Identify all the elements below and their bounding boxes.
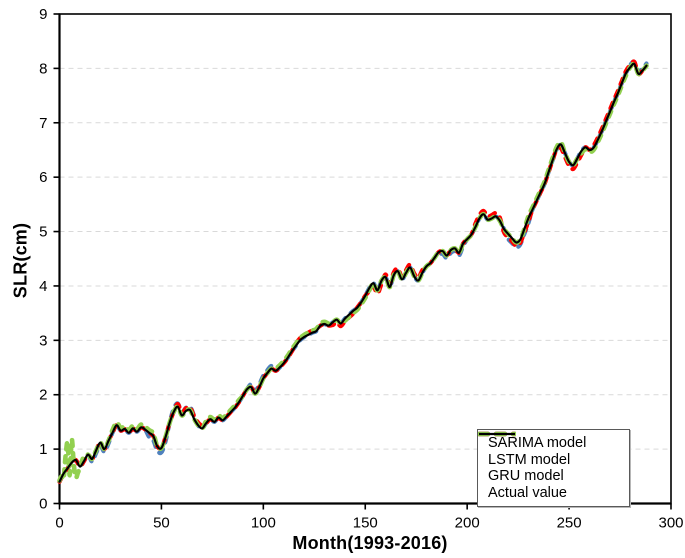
y-tick-label-4: 4 bbox=[39, 278, 47, 295]
actual-line-icon bbox=[479, 432, 515, 436]
legend-item-lstm: LSTM model bbox=[478, 431, 621, 469]
y-tick-label-5: 5 bbox=[39, 224, 47, 241]
legend: SARIMA model LSTM model GRU model Actual… bbox=[477, 429, 630, 507]
legend-item-gru: GRU model bbox=[478, 431, 621, 485]
x-axis-title: Month(1993-2016) bbox=[292, 533, 448, 553]
y-tick-label-3: 3 bbox=[39, 332, 47, 349]
y-tick-label-0: 0 bbox=[39, 496, 47, 513]
y-tick-label-7: 7 bbox=[39, 115, 47, 132]
legend-label-gru: GRU model bbox=[488, 468, 564, 485]
x-tick-label-200: 200 bbox=[455, 515, 480, 532]
x-tick-label-150: 150 bbox=[353, 515, 378, 532]
y-tick-label-1: 1 bbox=[39, 441, 47, 458]
x-tick-label-100: 100 bbox=[251, 515, 276, 532]
y-tick-label-2: 2 bbox=[39, 387, 47, 404]
series-actual-value bbox=[58, 62, 648, 483]
y-tick-label-9: 9 bbox=[39, 6, 47, 23]
y-axis-title: SLR(cm) bbox=[10, 222, 31, 299]
series-gru-model bbox=[57, 61, 649, 483]
legend-label-lstm: LSTM model bbox=[488, 451, 571, 468]
legend-label-sarima: SARIMA model bbox=[488, 435, 587, 452]
x-tick-label-250: 250 bbox=[557, 515, 582, 532]
series-lstm-model bbox=[57, 59, 649, 484]
legend-item-actual: Actual value bbox=[479, 432, 621, 502]
x-tick-label-0: 0 bbox=[55, 515, 63, 532]
series-sarima-model bbox=[57, 59, 649, 484]
y-tick-label-8: 8 bbox=[39, 60, 47, 77]
x-tick-label-50: 50 bbox=[153, 515, 170, 532]
legend-label-actual: Actual value bbox=[488, 484, 567, 501]
x-tick-label-300: 300 bbox=[658, 515, 683, 532]
y-tick-label-6: 6 bbox=[39, 169, 47, 186]
